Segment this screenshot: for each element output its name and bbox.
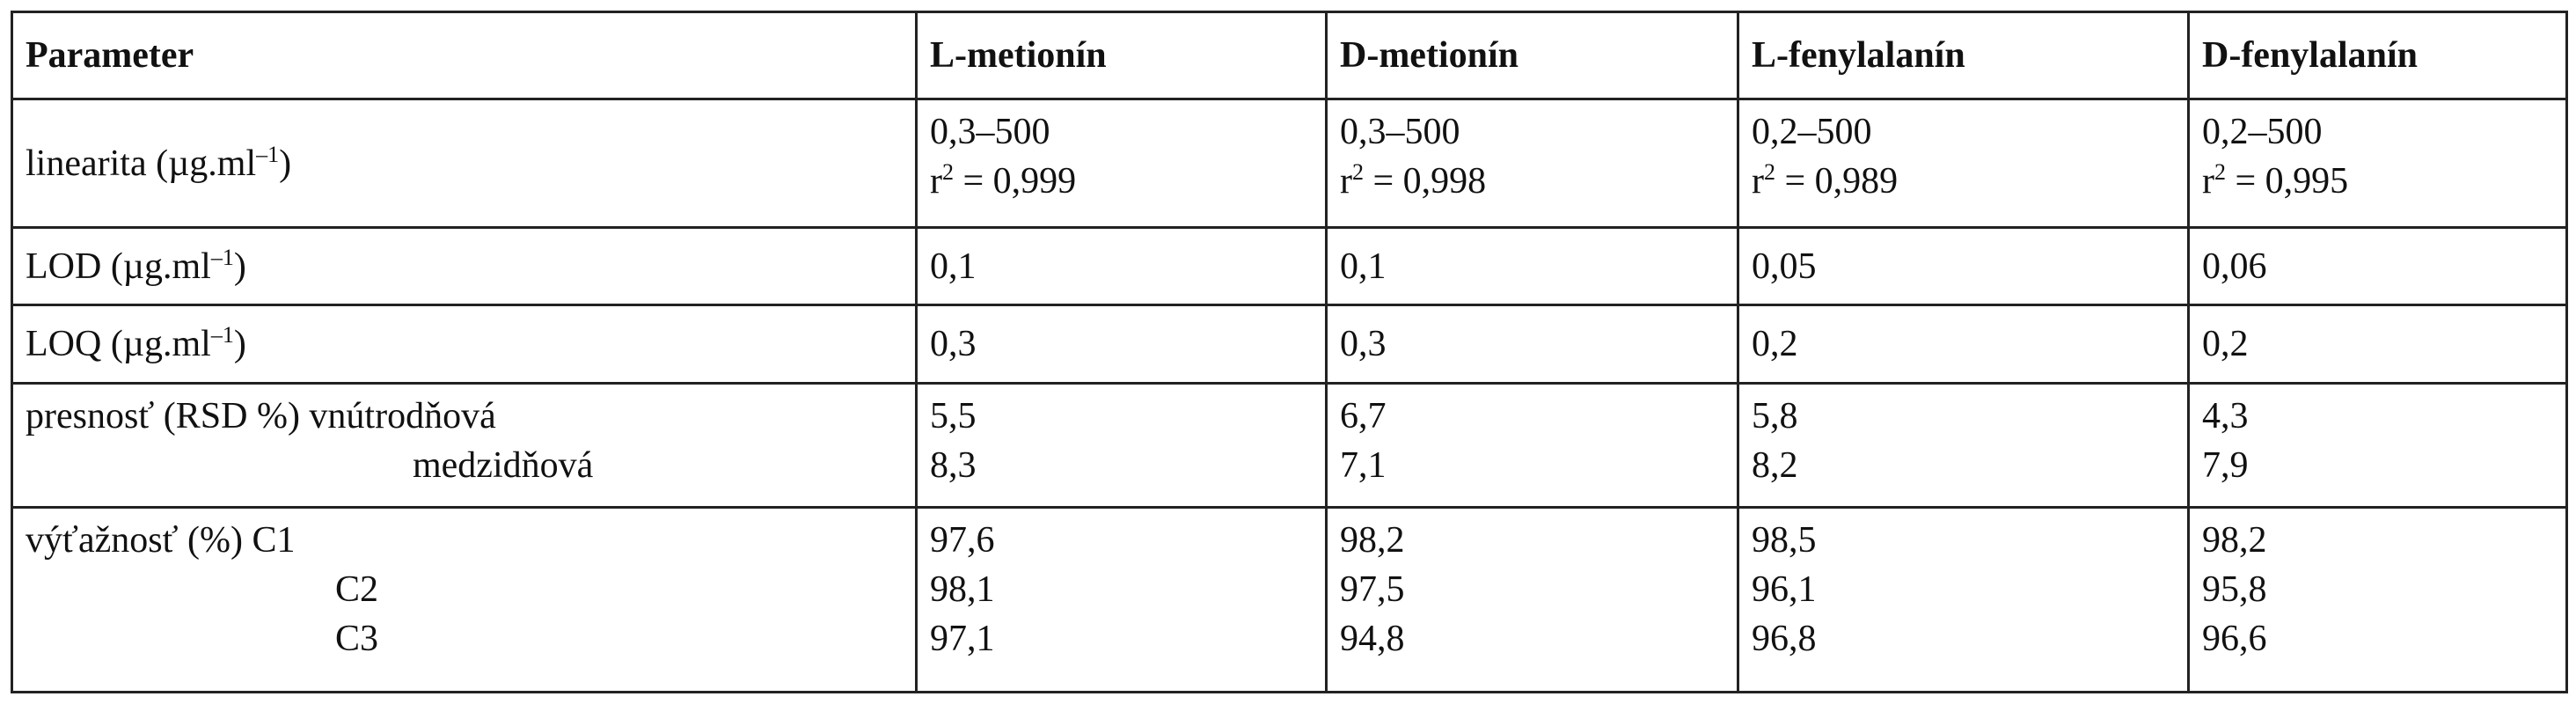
cell-recovery-l-met: 97,6 98,1 97,1 (915, 506, 1328, 693)
row-label-loq: LOQ (µg.ml–1) (11, 304, 918, 385)
cell-loq-l-met: 0,3 (915, 304, 1328, 385)
cell-recovery-d-phe: 98,2 95,8 96,6 (2187, 506, 2568, 693)
cell-loq-d-met: 0,3 (1325, 304, 1739, 385)
header-d-phenylalanine: D-fenylalanín (2187, 10, 2568, 101)
cell-linearity-l-met: 0,3–500 r2 = 0,999 (915, 98, 1328, 230)
cell-linearity-l-phe: 0,2–500 r2 = 0,989 (1737, 98, 2190, 230)
cell-linearity-d-phe: 0,2–500 r2 = 0,995 (2187, 98, 2568, 230)
cell-loq-d-phe: 0,2 (2187, 304, 2568, 385)
cell-precision-l-phe: 5,8 8,2 (1737, 381, 2190, 510)
table-row-loq: LOQ (µg.ml–1) 0,3 0,3 0,2 0,2 (11, 304, 2568, 385)
cell-lod-l-phe: 0,05 (1737, 226, 2190, 307)
cell-precision-d-met: 6,7 7,1 (1325, 381, 1739, 510)
validation-parameters-table: Parameter L-metionín D-metionín L-fenyla… (11, 10, 2568, 693)
table-row-precision: presnosť (RSD %) vnútrodňová medzidňová … (11, 381, 2568, 510)
cell-precision-d-phe: 4,3 7,9 (2187, 381, 2568, 510)
table-row-linearity: linearita (µg.ml–1) 0,3–500 r2 = 0,999 0… (11, 98, 2568, 230)
header-d-methionine: D-metionín (1325, 10, 1739, 101)
cell-lod-d-phe: 0,06 (2187, 226, 2568, 307)
table-row-recovery: výťažnosť (%) C1 C2 C3 97,6 98,1 97,1 98… (11, 506, 2568, 693)
header-l-methionine: L-metionín (915, 10, 1328, 101)
header-l-phenylalanine: L-fenylalanín (1737, 10, 2190, 101)
row-label-precision: presnosť (RSD %) vnútrodňová medzidňová (11, 381, 918, 510)
header-row: Parameter L-metionín D-metionín L-fenyla… (11, 10, 2568, 101)
table-row-lod: LOD (µg.ml–1) 0,1 0,1 0,05 0,06 (11, 226, 2568, 307)
cell-loq-l-phe: 0,2 (1737, 304, 2190, 385)
row-label-recovery: výťažnosť (%) C1 C2 C3 (11, 506, 918, 693)
header-parameter: Parameter (11, 10, 918, 101)
row-label-linearity: linearita (µg.ml–1) (11, 98, 918, 230)
cell-linearity-d-met: 0,3–500 r2 = 0,998 (1325, 98, 1739, 230)
cell-recovery-l-phe: 98,5 96,1 96,8 (1737, 506, 2190, 693)
cell-precision-l-met: 5,5 8,3 (915, 381, 1328, 510)
row-label-lod: LOD (µg.ml–1) (11, 226, 918, 307)
cell-lod-l-met: 0,1 (915, 226, 1328, 307)
cell-lod-d-met: 0,1 (1325, 226, 1739, 307)
cell-recovery-d-met: 98,2 97,5 94,8 (1325, 506, 1739, 693)
